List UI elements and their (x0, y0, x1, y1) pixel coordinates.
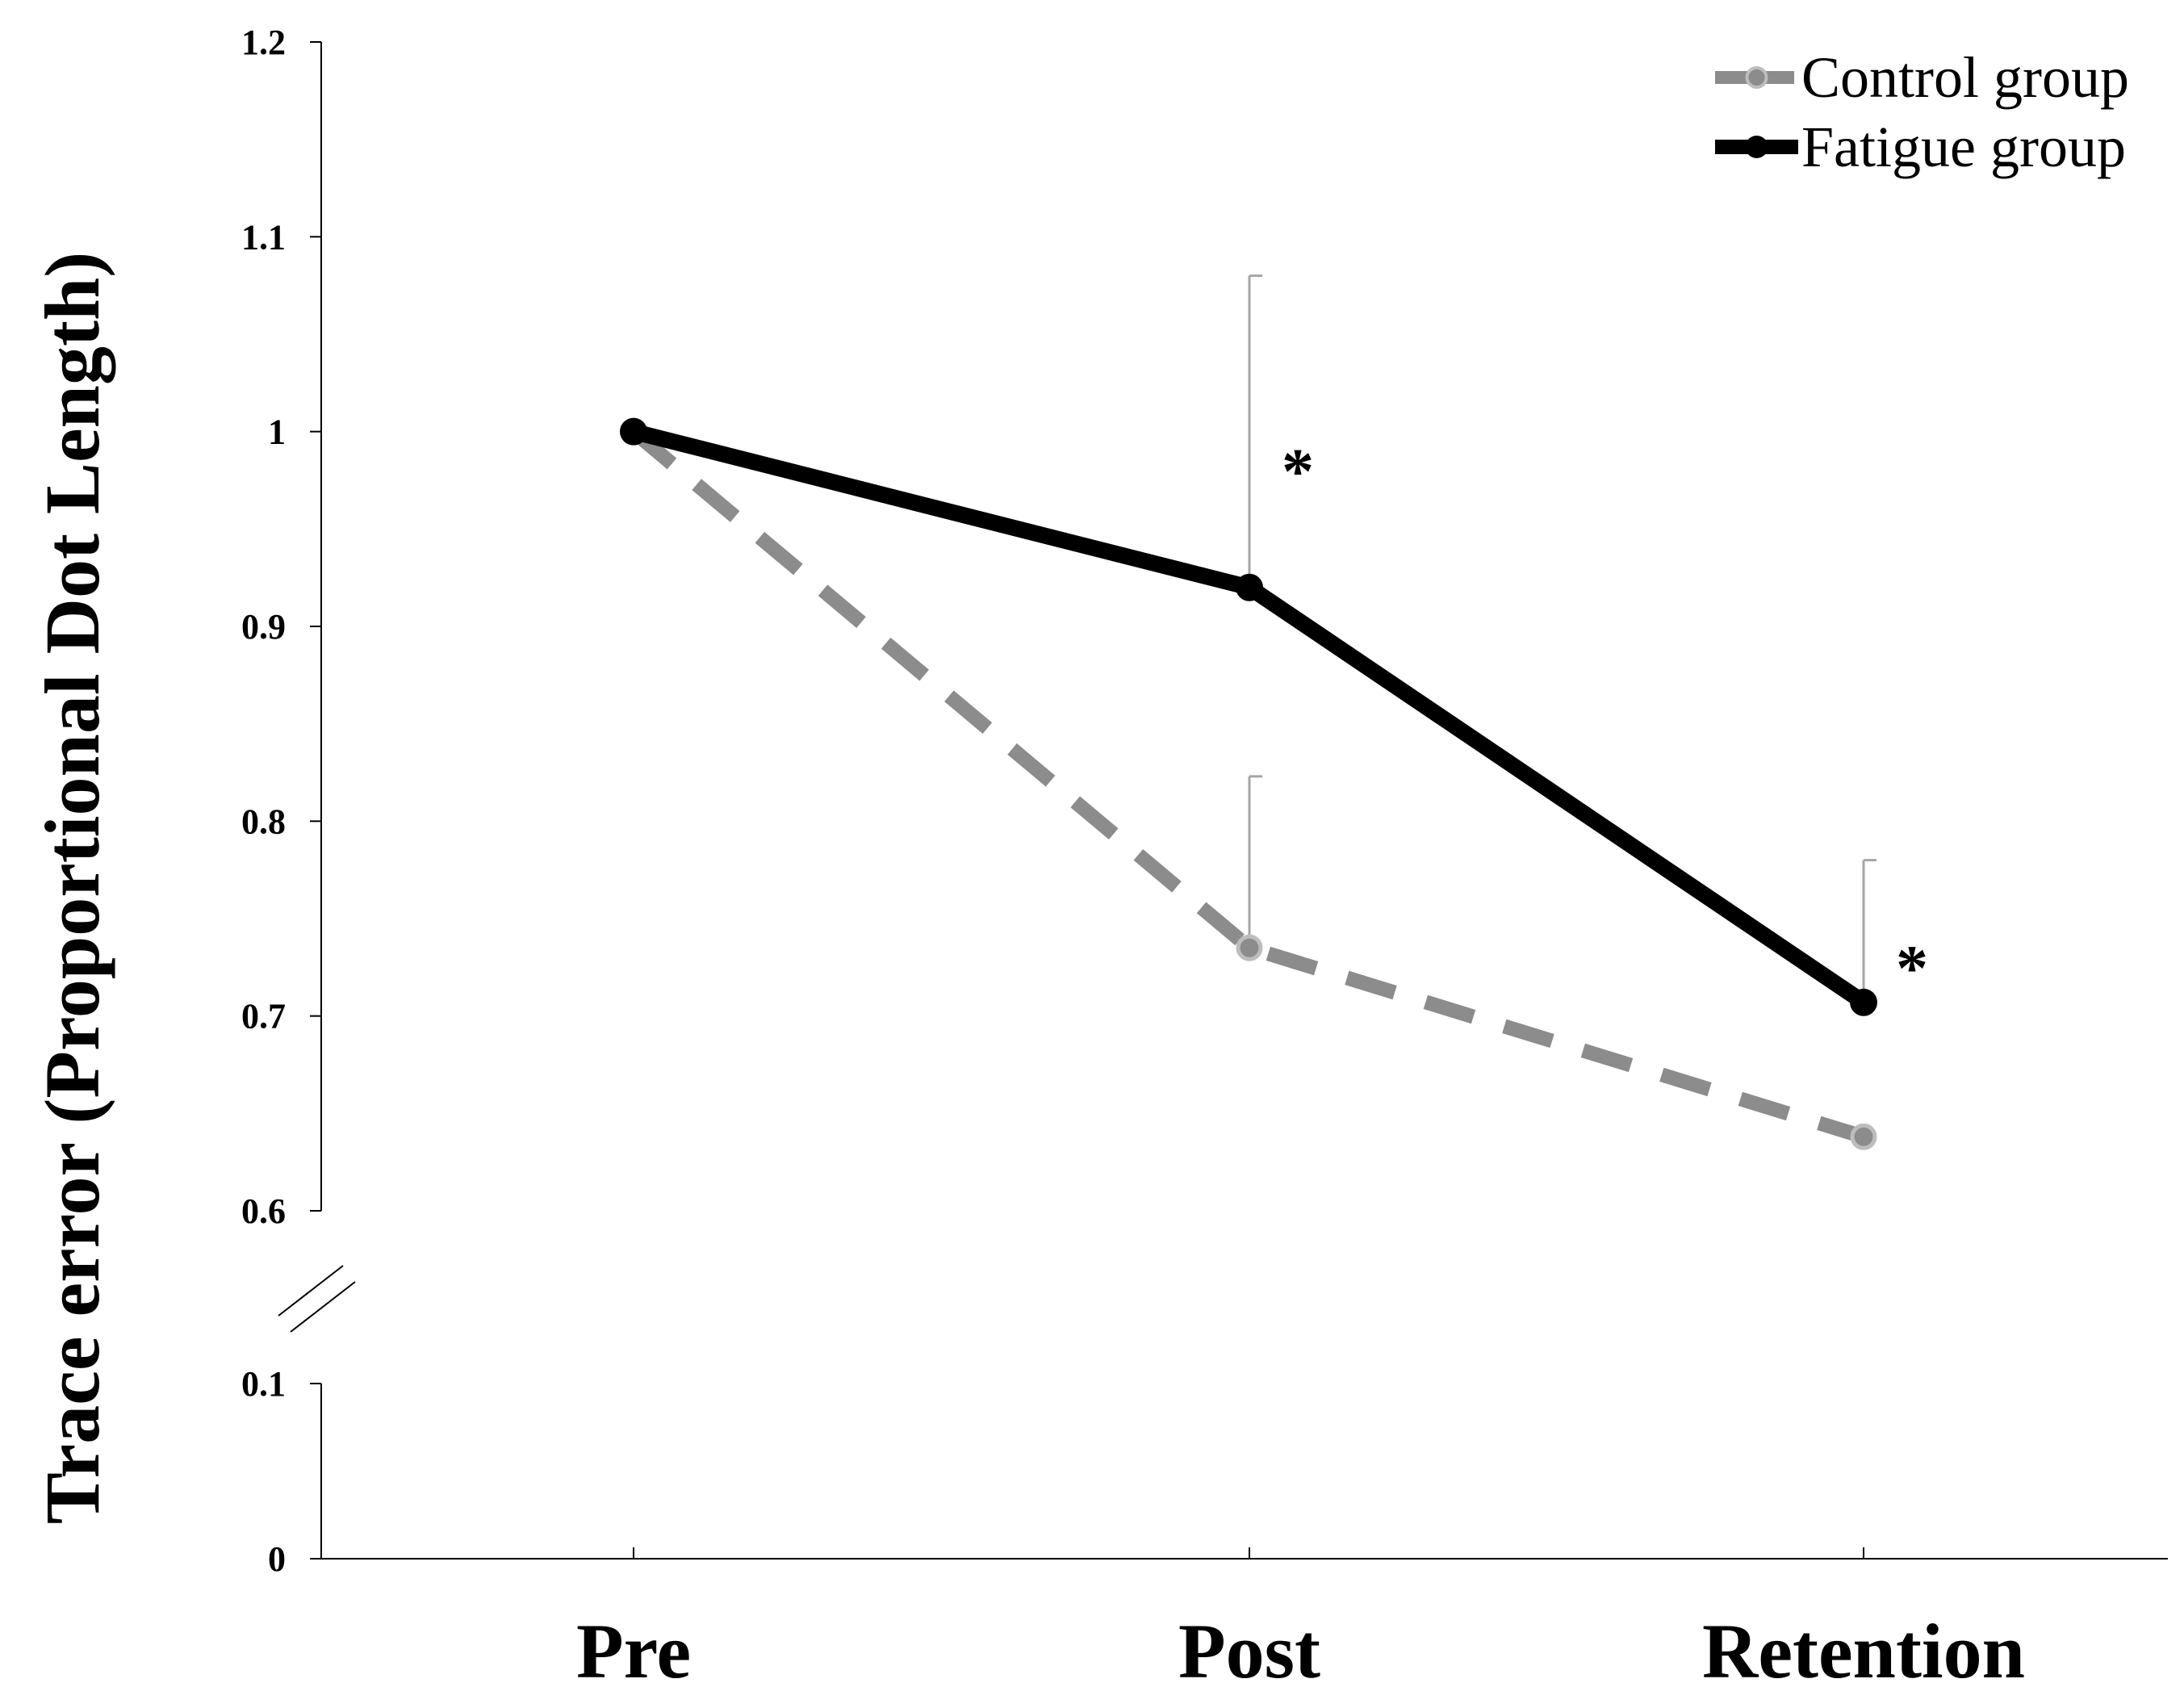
control-group-line (629, 425, 1866, 1144)
x-category-label: Pre (576, 1608, 691, 1694)
legend-control-group-marker (1745, 66, 1768, 89)
fatigue-group-point (620, 417, 647, 446)
y-tick-label: 0.6 (241, 1191, 286, 1231)
y-tick-label: 1 (268, 412, 286, 452)
y-tick-label: 0.8 (241, 802, 286, 841)
series-markers (620, 417, 1877, 1150)
x-category-label: Post (1178, 1608, 1320, 1694)
legend-control-group-label: Control group (1801, 45, 2129, 110)
significance-asterisk: * (1282, 437, 1314, 508)
axis-break-mark (290, 1281, 356, 1333)
x-category-group: Pre Post Retention (576, 1547, 2025, 1694)
upper-y-ticks: 1.2 1.1 1 0.9 0.8 0.7 0.6 (241, 23, 321, 1231)
control-group-point (1236, 934, 1263, 961)
legend-fatigue-group-label: Fatigue group (1801, 115, 2126, 179)
lower-y-axis (320, 1384, 2168, 1560)
y-tick-label: 1.1 (241, 217, 286, 257)
y-axis-label: Trace error (Proportional Dot Length) (29, 252, 115, 1525)
annotations: ** (1282, 437, 1928, 1004)
axis-break-marks (278, 1265, 356, 1333)
y-tick-label: 0.9 (241, 607, 286, 647)
y-tick-label: 0.1 (241, 1364, 286, 1404)
y-tick-label: 0 (268, 1539, 286, 1579)
y-tick-label: 0.7 (241, 997, 286, 1036)
error-bars (1248, 274, 1876, 1003)
x-category-label: Retention (1702, 1608, 2025, 1694)
lower-y-ticks: 0.10 (241, 1364, 321, 1579)
fatigue-group-point (1850, 988, 1877, 1016)
significance-asterisk: * (1896, 933, 1928, 1004)
legend-fatigue-group-marker (1745, 136, 1768, 158)
control-group-point (1850, 1123, 1877, 1150)
fatigue-group-point (1236, 573, 1263, 601)
y-tick-label: 1.2 (241, 23, 286, 62)
axis-break-mark (278, 1265, 344, 1317)
